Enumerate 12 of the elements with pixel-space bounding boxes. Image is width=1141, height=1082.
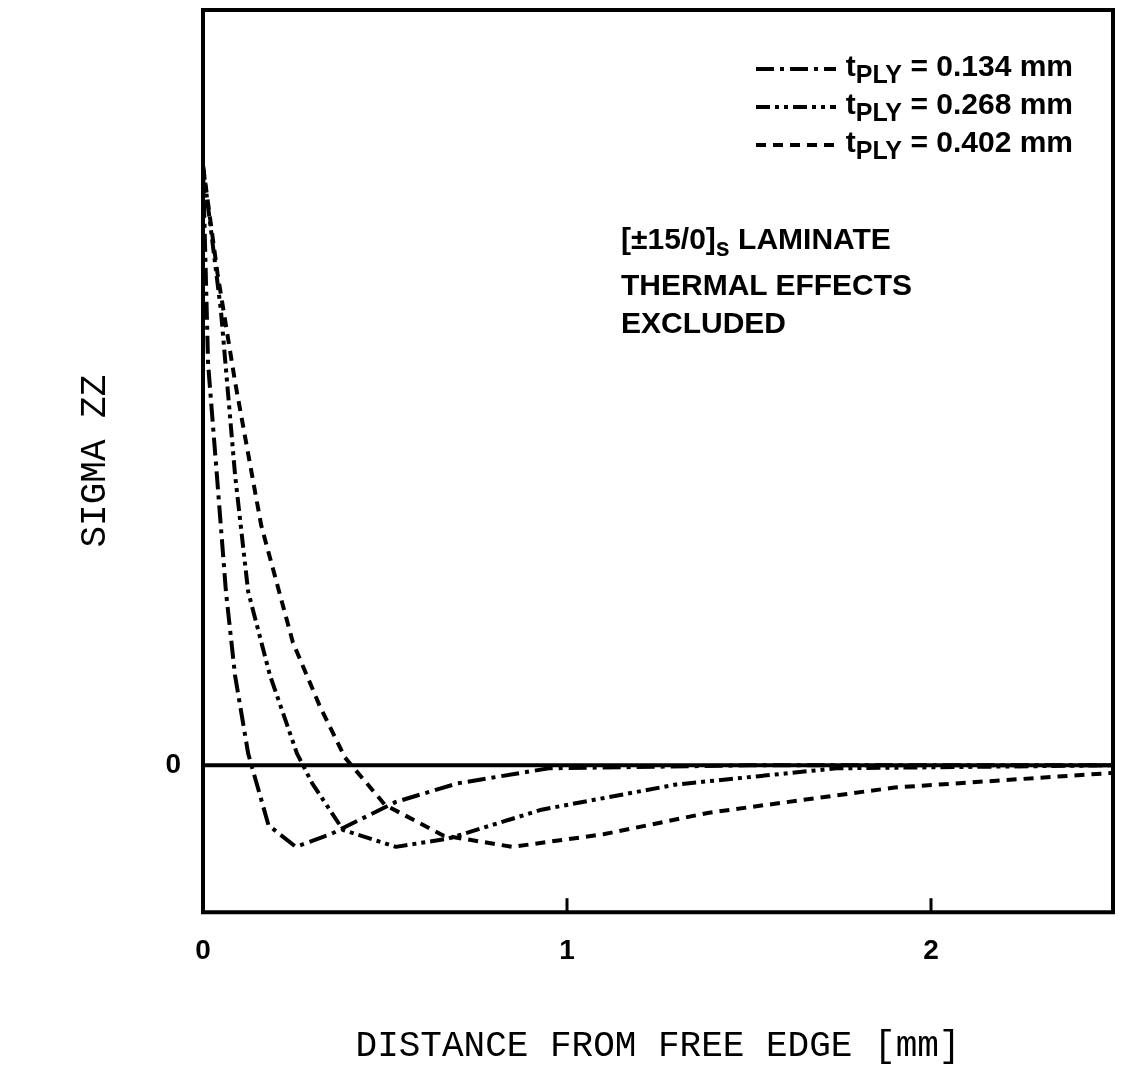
legend-label: t$_{PLY}$ = 0.268 mm <box>845 87 1073 126</box>
x-tick-label: 1 <box>559 933 575 965</box>
x-tick-label: 0 <box>195 933 211 965</box>
x-axis-title: DISTANCE FROM FREE EDGE [mm] <box>355 1025 961 1067</box>
legend-label: t$_{PLY}$ = 0.402 mm <box>845 125 1073 165</box>
annotation: EXCLUDED <box>621 305 787 341</box>
annotation: [±15/0]$_{s}$ LAMINATE <box>621 221 892 263</box>
legend-label: t$_{PLY}$ = 0.134 mm <box>845 49 1073 88</box>
y-axis-title: SIGMA ZZ <box>74 374 116 548</box>
ref-line-label: 0 <box>165 748 181 780</box>
annotation: THERMAL EFFECTS <box>621 267 913 303</box>
x-tick-label: 2 <box>923 933 939 965</box>
